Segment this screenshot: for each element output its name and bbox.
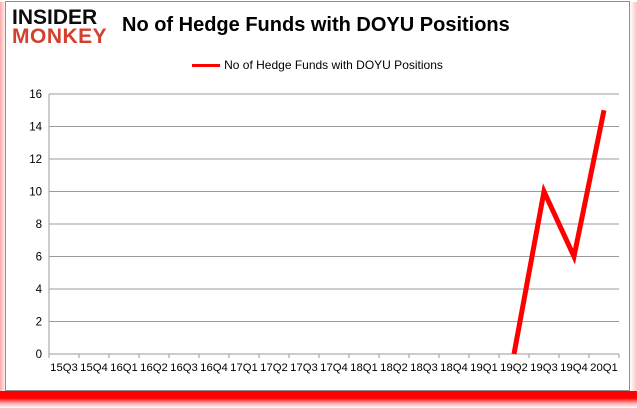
red-glow-left bbox=[0, 2, 6, 392]
logo-insider-text: INSIDER bbox=[12, 6, 98, 29]
x-axis-tick-label: 18Q1 bbox=[350, 362, 378, 374]
y-axis-tick-label: 12 bbox=[29, 154, 42, 166]
chart-card: INSIDER MONKEY No of Hedge Funds with DO… bbox=[5, 1, 630, 391]
y-axis-tick-label: 14 bbox=[29, 122, 42, 134]
x-axis-tick-label: 15Q3 bbox=[50, 362, 78, 374]
x-axis-tick-label: 19Q3 bbox=[530, 362, 558, 374]
y-axis-tick-label: 0 bbox=[36, 349, 42, 361]
y-axis-tick-label: 2 bbox=[36, 317, 42, 329]
x-axis-tick-label: 20Q1 bbox=[590, 362, 618, 374]
x-axis-tick-label: 17Q3 bbox=[290, 362, 318, 374]
x-axis-tick-label: 18Q3 bbox=[410, 362, 438, 374]
x-axis-tick-label: 18Q4 bbox=[440, 362, 468, 374]
x-axis-tick-label: 17Q4 bbox=[320, 362, 348, 374]
logo-monkey-text: MONKEY bbox=[12, 25, 108, 48]
x-axis-tick-label: 19Q4 bbox=[560, 362, 588, 374]
x-axis-tick-label: 17Q2 bbox=[260, 362, 288, 374]
y-axis-tick-label: 4 bbox=[36, 284, 43, 296]
x-axis-tick-label: 16Q2 bbox=[140, 362, 168, 374]
plot-area: 0 2 4 6 8 10 12 14 16 15Q3 15Q4 16Q1 16Q2 16Q3 16Q4 17Q… bbox=[6, 78, 633, 390]
x-axis-tick-label: 16Q3 bbox=[170, 362, 198, 374]
red-glow-right bbox=[630, 2, 637, 392]
x-axis-tick-label: 16Q4 bbox=[200, 362, 228, 374]
x-axis-tick-label: 16Q1 bbox=[110, 362, 138, 374]
y-axis-tick-label: 10 bbox=[29, 187, 42, 199]
y-axis-tick-label: 6 bbox=[36, 252, 42, 264]
y-axis-tick-label: 8 bbox=[36, 219, 42, 231]
legend: No of Hedge Funds with DOYU Positions bbox=[6, 58, 629, 72]
x-axis-tick-label: 17Q1 bbox=[230, 362, 258, 374]
insider-monkey-logo: INSIDER MONKEY bbox=[12, 7, 122, 47]
red-bottom-bar bbox=[0, 391, 637, 408]
legend-label: No of Hedge Funds with DOYU Positions bbox=[224, 58, 443, 72]
series-line-doyu bbox=[511, 109, 607, 355]
x-axis-tick-label: 19Q2 bbox=[500, 362, 528, 374]
x-axis-tick-label: 15Q4 bbox=[80, 362, 108, 374]
x-axis-tick-label: 19Q1 bbox=[470, 362, 498, 374]
x-axis-tick-label: 18Q2 bbox=[380, 362, 408, 374]
chart-title: No of Hedge Funds with DOYU Positions bbox=[122, 14, 510, 36]
legend-line-swatch bbox=[192, 63, 221, 67]
y-axis-tick-label: 16 bbox=[29, 89, 42, 101]
